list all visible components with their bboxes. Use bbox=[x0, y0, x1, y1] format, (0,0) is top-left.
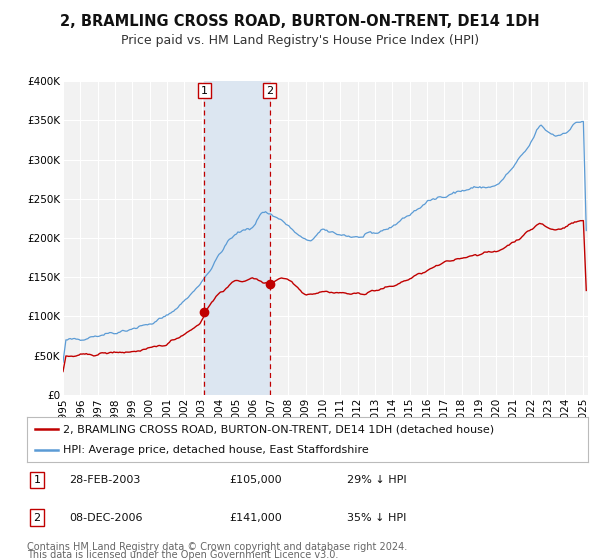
Text: 35% ↓ HPI: 35% ↓ HPI bbox=[347, 512, 406, 522]
Text: £105,000: £105,000 bbox=[229, 475, 281, 486]
Text: HPI: Average price, detached house, East Staffordshire: HPI: Average price, detached house, East… bbox=[64, 445, 369, 455]
Text: 28-FEB-2003: 28-FEB-2003 bbox=[69, 475, 140, 486]
Text: Price paid vs. HM Land Registry's House Price Index (HPI): Price paid vs. HM Land Registry's House … bbox=[121, 34, 479, 46]
Text: 08-DEC-2006: 08-DEC-2006 bbox=[69, 512, 143, 522]
Text: 1: 1 bbox=[34, 475, 41, 486]
Text: 1: 1 bbox=[201, 86, 208, 96]
Text: 2: 2 bbox=[34, 512, 41, 522]
Text: 2, BRAMLING CROSS ROAD, BURTON-ON-TRENT, DE14 1DH: 2, BRAMLING CROSS ROAD, BURTON-ON-TRENT,… bbox=[60, 14, 540, 29]
Text: 2: 2 bbox=[266, 86, 273, 96]
Text: This data is licensed under the Open Government Licence v3.0.: This data is licensed under the Open Gov… bbox=[27, 550, 338, 560]
Text: 2, BRAMLING CROSS ROAD, BURTON-ON-TRENT, DE14 1DH (detached house): 2, BRAMLING CROSS ROAD, BURTON-ON-TRENT,… bbox=[64, 424, 494, 435]
Text: Contains HM Land Registry data © Crown copyright and database right 2024.: Contains HM Land Registry data © Crown c… bbox=[27, 542, 407, 552]
Text: 29% ↓ HPI: 29% ↓ HPI bbox=[347, 475, 406, 486]
Bar bbox=[205, 81, 270, 395]
Text: £141,000: £141,000 bbox=[229, 512, 282, 522]
